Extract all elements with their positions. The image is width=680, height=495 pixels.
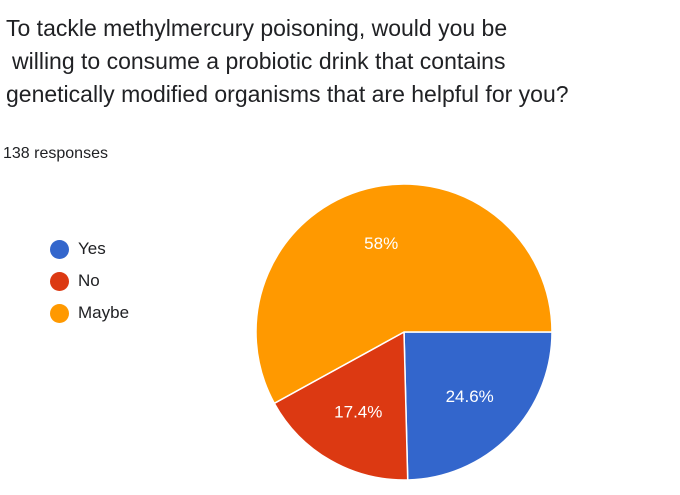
question-title-line-3: genetically modified organisms that are … [6,81,569,107]
legend-item-yes[interactable]: Yes [50,233,129,265]
legend-label-yes: Yes [78,239,106,258]
pie-label-no: 17.4% [334,403,382,422]
question-title: To tackle methylmercury poisoning, would… [6,12,674,111]
legend-swatch-yes [50,239,69,259]
pie-slice-no[interactable] [273,330,409,481]
pie-label-maybe: 58% [364,234,398,253]
pie-label-yes: 24.6% [446,387,494,406]
legend-item-no[interactable]: No [50,265,129,297]
question-title-line-1: To tackle methylmercury poisoning, would… [6,15,508,41]
legend-swatch-maybe [50,303,69,323]
legend-label-maybe: Maybe [78,303,130,322]
legend-item-maybe[interactable]: Maybe [50,297,129,329]
response-count: 138 responses [3,145,108,162]
question-title-line-2: willing to consume a probiotic drink tha… [12,48,506,74]
pie-slice-yes[interactable] [403,331,553,481]
chart-legend: Yes No Maybe [50,233,129,329]
legend-swatch-no [50,271,69,291]
legend-label-no: No [78,271,100,290]
pie-slice-maybe[interactable] [255,183,553,405]
